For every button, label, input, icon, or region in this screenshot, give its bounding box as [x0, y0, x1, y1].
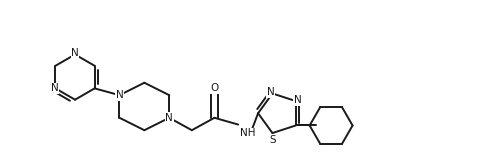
Text: NH: NH — [239, 129, 255, 139]
Text: N: N — [51, 83, 58, 93]
Text: S: S — [269, 135, 275, 145]
Text: O: O — [210, 83, 218, 93]
Text: N: N — [115, 90, 123, 100]
Text: N: N — [293, 95, 301, 105]
Text: N: N — [71, 49, 79, 59]
Text: N: N — [165, 113, 173, 123]
Text: N: N — [266, 88, 274, 97]
